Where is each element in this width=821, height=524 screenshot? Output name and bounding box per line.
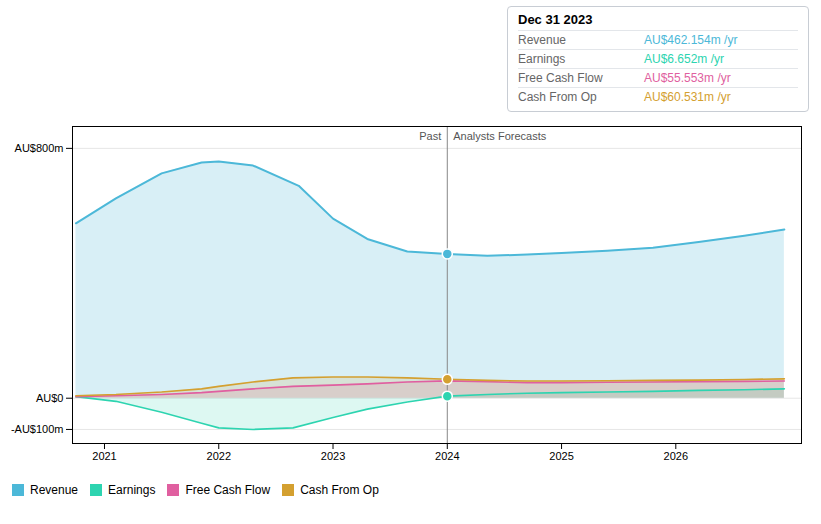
svg-text:2021: 2021	[92, 450, 116, 462]
svg-text:2025: 2025	[549, 450, 573, 462]
svg-text:2026: 2026	[664, 450, 688, 462]
svg-text:-AU$100m: -AU$100m	[11, 423, 64, 435]
html-text:AU$462.154m /yr: AU$462.154m /yr	[644, 33, 738, 47]
html-text:AU$6.652m /yr: AU$6.652m /yr	[644, 52, 724, 66]
svg-text:Analysts Forecasts: Analysts Forecasts	[453, 130, 546, 142]
html-text:AU$55.553m /yr: AU$55.553m /yr	[644, 71, 731, 85]
svg-text:2023: 2023	[321, 450, 345, 462]
html-text:Revenue: Revenue	[518, 33, 566, 47]
svg-text:Past: Past	[419, 130, 441, 142]
html-text:AU$60.531m /yr: AU$60.531m /yr	[644, 90, 731, 104]
html-text:Dec 31 2023: Dec 31 2023	[518, 12, 593, 27]
html-text:Cash From Op: Cash From Op	[518, 90, 597, 104]
svg-text:2022: 2022	[207, 450, 231, 462]
svg-text:AU$0: AU$0	[36, 392, 64, 404]
svg-text:AU$800m: AU$800m	[15, 142, 64, 154]
html-text:Earnings: Earnings	[108, 482, 156, 497]
html-text:Cash From Op: Cash From Op	[300, 482, 379, 497]
html-text:Free Cash Flow: Free Cash Flow	[185, 482, 271, 497]
html-text:Earnings: Earnings	[518, 52, 566, 66]
html-text:Revenue: Revenue	[30, 482, 78, 497]
html-text:Free Cash Flow: Free Cash Flow	[518, 71, 603, 85]
svg-text:2024: 2024	[435, 450, 459, 462]
